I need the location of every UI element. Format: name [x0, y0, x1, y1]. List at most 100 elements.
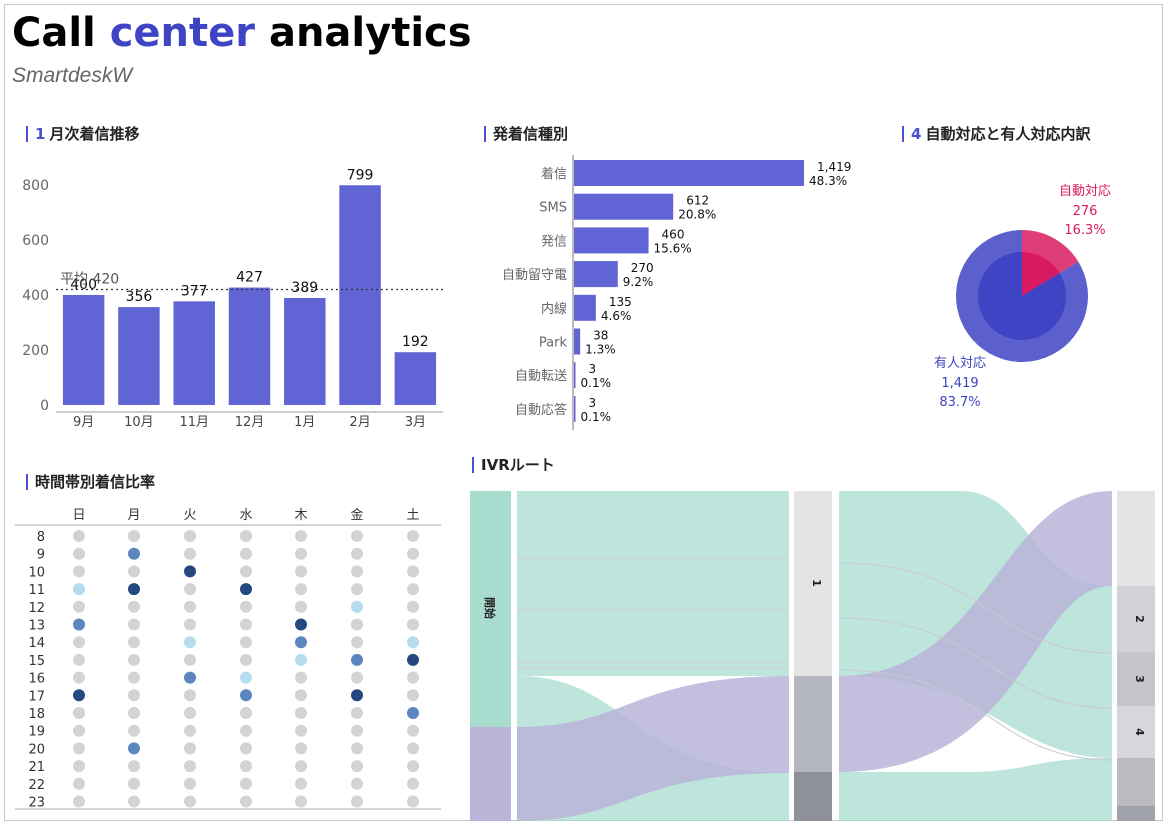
heat-cell — [295, 671, 307, 684]
x-tick-label: 12月 — [235, 415, 265, 430]
data-label: 192 — [402, 334, 429, 350]
y-tick-label: 200 — [22, 343, 49, 359]
heat-cell — [73, 777, 85, 790]
value-label: 3 — [589, 362, 597, 376]
heat-cell — [184, 777, 196, 790]
monthly-section-title: 1 月次着信推移 — [26, 126, 139, 142]
heat-cell — [73, 742, 85, 755]
hourly-section-title: 時間帯別着信比率 — [26, 474, 155, 490]
heat-cell — [240, 636, 252, 649]
heat-cell — [407, 565, 419, 578]
heat-cell — [407, 724, 419, 737]
bar — [173, 301, 215, 405]
data-label: 389 — [291, 280, 318, 296]
value-label: 460 — [662, 227, 685, 241]
day-label: 日 — [72, 508, 85, 523]
auto-slice-inner — [1022, 252, 1060, 296]
percent-label: 15.6% — [654, 241, 692, 255]
heat-cell — [184, 689, 196, 702]
day-label: 土 — [406, 508, 419, 523]
heat-cell — [184, 707, 196, 719]
y-tick-label: 600 — [22, 233, 49, 249]
day-label: 水 — [239, 508, 252, 523]
hour-label: 23 — [28, 796, 45, 811]
y-tick-label: 400 — [22, 288, 49, 304]
heat-cell — [295, 777, 307, 790]
node-1-mid — [794, 676, 832, 772]
bar — [284, 298, 326, 405]
x-tick-label: 9月 — [73, 415, 94, 430]
bar — [574, 160, 804, 186]
heat-cell — [128, 653, 140, 666]
heat-cell — [184, 583, 196, 596]
heat-cell — [73, 689, 85, 702]
hour-label: 15 — [28, 654, 45, 669]
bar — [339, 185, 381, 405]
human-label: 有人対応 — [934, 356, 986, 371]
x-tick-label: 10月 — [124, 415, 154, 430]
heat-cell — [240, 760, 252, 773]
bar — [574, 193, 674, 220]
bar — [228, 287, 271, 405]
category-label: Park — [539, 336, 568, 351]
y-tick-label: 800 — [22, 178, 49, 194]
average-label: 平均 420 — [60, 272, 119, 288]
heat-cell — [128, 636, 140, 649]
heat-cell — [295, 760, 307, 773]
y-tick-label: 0 — [40, 398, 49, 414]
bar — [574, 328, 581, 355]
heat-cell — [295, 530, 307, 542]
heat-cell — [184, 636, 196, 649]
heat-cell — [351, 565, 363, 578]
heat-cell — [73, 547, 85, 560]
heat-cell — [240, 565, 252, 578]
node-3 — [1117, 652, 1155, 706]
heat-cell — [128, 565, 140, 578]
monthly-calls-chart: 02004006008004009月35610月37711月42712月3891… — [22, 167, 443, 430]
heat-cell — [295, 565, 307, 578]
heat-cell — [407, 547, 419, 560]
hour-label: 9 — [37, 548, 45, 563]
heat-cell — [128, 742, 140, 755]
auto-label: 自動対応 — [1059, 184, 1111, 199]
flow-edge — [838, 562, 1113, 654]
value-label: 38 — [593, 329, 608, 343]
value-label: 1,419 — [817, 160, 851, 174]
percent-label: 48.3% — [809, 174, 847, 188]
bar — [394, 352, 437, 405]
heat-cell — [407, 707, 419, 719]
heat-cell — [295, 689, 307, 702]
human-value: 1,419 — [941, 376, 978, 391]
node-start-purple — [470, 727, 511, 821]
auto-value: 276 — [1073, 204, 1098, 219]
data-label: 799 — [347, 167, 374, 183]
hour-label: 22 — [28, 778, 45, 793]
category-label: 着信 — [541, 166, 567, 182]
heat-cell — [240, 547, 252, 560]
heat-cell — [184, 565, 196, 578]
flow-edge — [838, 669, 1113, 761]
heat-cell — [128, 707, 140, 719]
heat-cell — [73, 636, 85, 649]
heat-cell — [128, 600, 140, 613]
human-slice-inner — [978, 252, 1066, 340]
value-label: 135 — [609, 295, 632, 309]
node-label: 3 — [1133, 675, 1146, 683]
heat-cell — [73, 565, 85, 578]
auto-vs-human-chart: 自動対応 276 16.3% 有人対応 1,419 83.7% — [934, 184, 1111, 410]
hour-label: 18 — [28, 707, 45, 722]
category-label: 内線 — [541, 301, 567, 317]
hour-label: 14 — [28, 636, 45, 651]
page-subtitle: SmartdeskW — [12, 64, 133, 87]
node-right-a — [1117, 491, 1155, 586]
hour-label: 12 — [28, 601, 45, 616]
heat-cell — [351, 653, 363, 666]
value-label: 3 — [589, 396, 597, 410]
percent-label: 4.6% — [601, 309, 632, 323]
heat-cell — [73, 724, 85, 737]
x-tick-label: 3月 — [405, 415, 426, 430]
heat-cell — [128, 795, 140, 808]
bar — [118, 307, 160, 405]
heat-cell — [351, 724, 363, 737]
